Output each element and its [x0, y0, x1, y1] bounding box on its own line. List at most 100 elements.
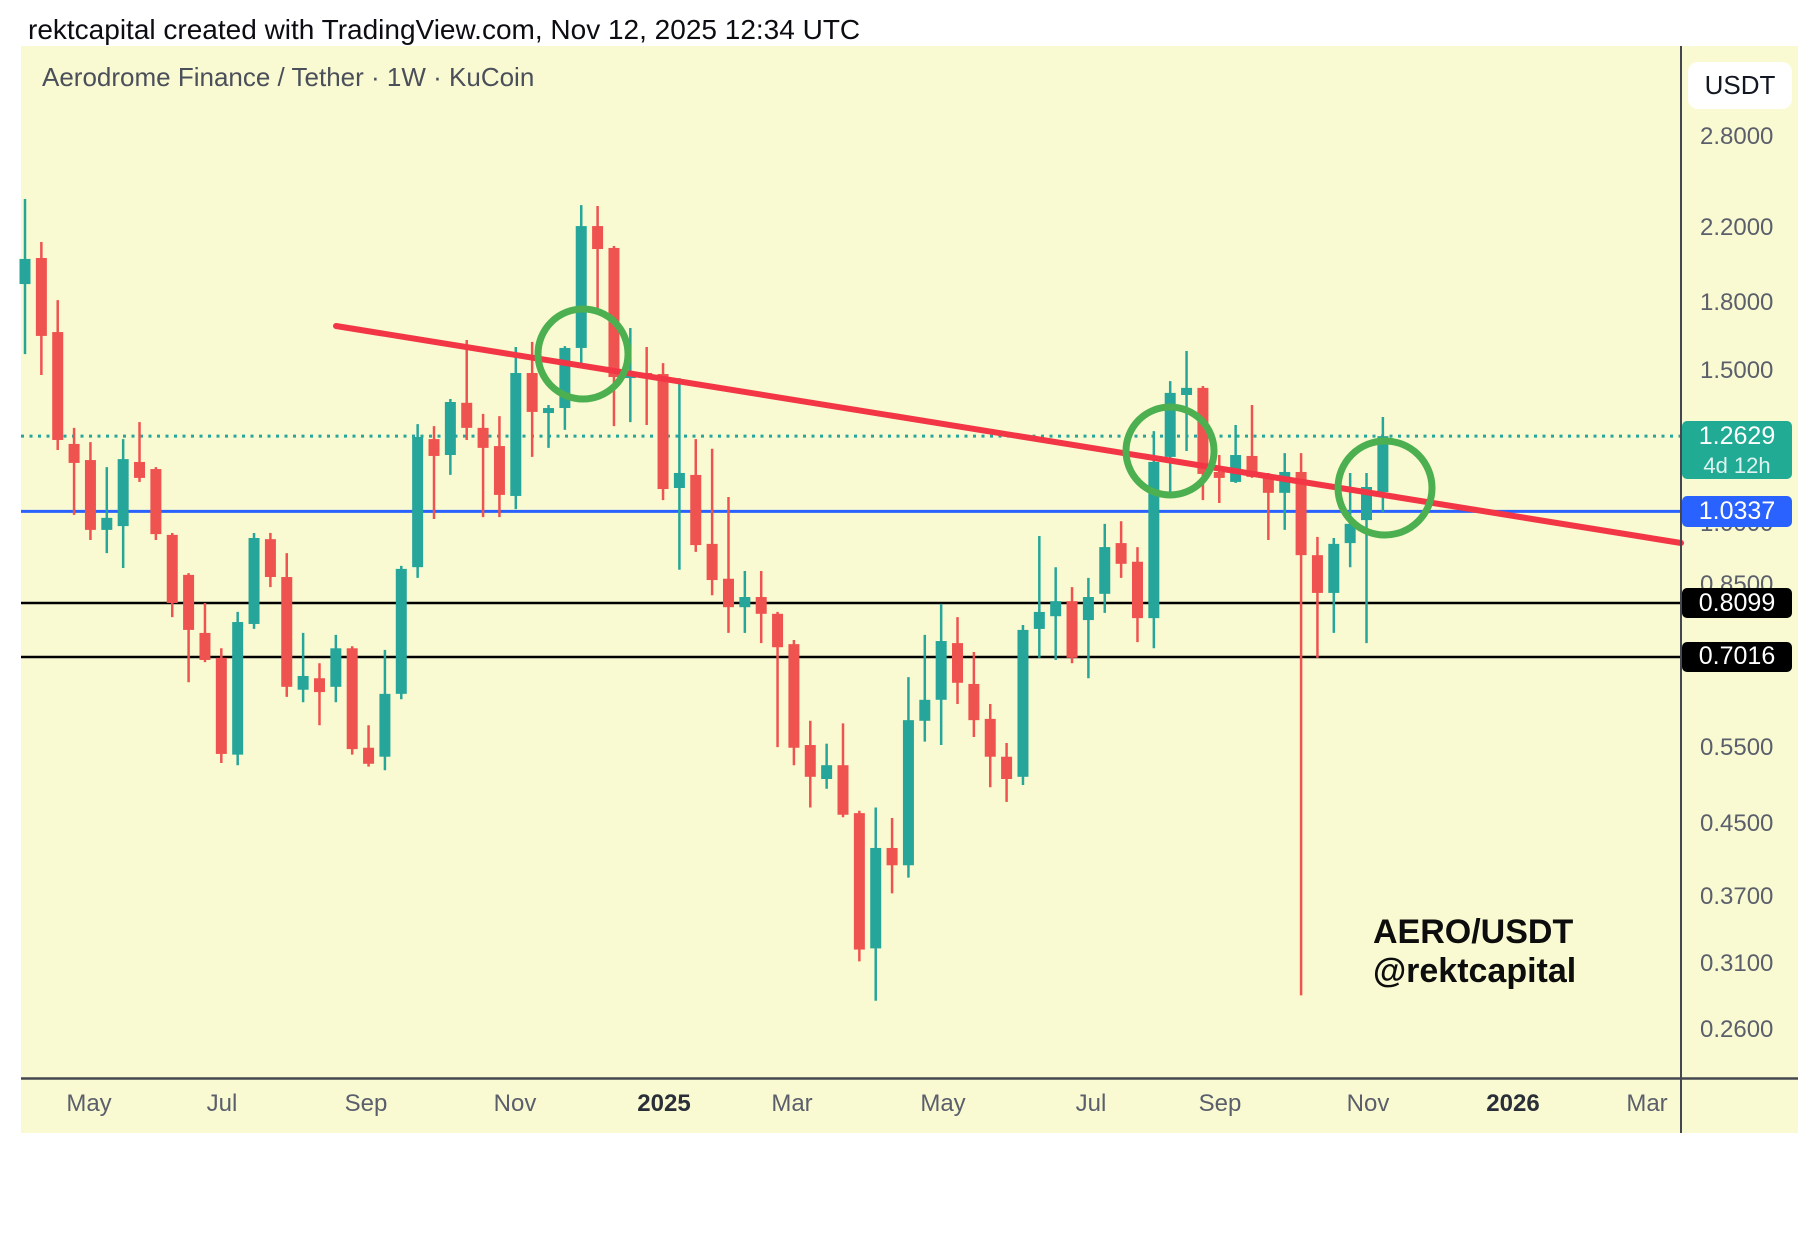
watermark: AERO/USDT @rektcapital — [1373, 913, 1576, 991]
candle-body — [1033, 611, 1045, 629]
candle-body — [919, 699, 931, 721]
candle-body — [968, 683, 980, 721]
candle-body — [1328, 543, 1340, 593]
highlight-circle-1[interactable] — [534, 305, 632, 403]
time-tick-May: May — [920, 1090, 966, 1117]
candle-body — [428, 439, 440, 456]
time-tick-Jul: Jul — [206, 1090, 238, 1117]
candle-body — [902, 720, 914, 866]
candle-body — [739, 597, 751, 608]
highlight-circle-3[interactable] — [1334, 437, 1436, 539]
candle-body — [264, 539, 276, 578]
price-badge-1.2629: 1.2629 4d 12h — [1682, 421, 1792, 480]
candle-body — [1361, 486, 1373, 521]
candle-body — [772, 613, 784, 648]
candle-body — [199, 632, 211, 660]
candle-body — [1017, 629, 1029, 777]
candle-body — [1164, 392, 1176, 457]
candle-body — [444, 402, 456, 456]
candle-body — [379, 693, 391, 757]
price-tick-1.5000: 1.5000 — [1700, 357, 1774, 385]
candle-body — [134, 461, 146, 478]
candle-body — [510, 373, 522, 496]
candle-body — [1246, 455, 1258, 477]
symbol-title: Aerodrome Finance / Tether · 1W · KuCoin — [42, 62, 535, 92]
time-tick-Mar: Mar — [771, 1090, 813, 1117]
candle-body — [395, 568, 407, 694]
footer: TradingView — [0, 1160, 500, 1230]
price-badge-0.8099: 0.8099 — [1682, 588, 1792, 619]
candle-body — [592, 226, 604, 250]
candle-body — [706, 543, 718, 581]
price-badge-0.7016: 0.7016 — [1682, 641, 1792, 672]
candle-body — [1148, 461, 1160, 619]
downtrend-line[interactable] — [333, 323, 1684, 546]
time-tick-Nov: Nov — [493, 1090, 537, 1117]
candle-body — [1115, 543, 1127, 564]
candle-body — [755, 597, 767, 614]
candle-body — [35, 258, 47, 336]
price-badge-1.0337: 1.0337 — [1682, 496, 1792, 528]
candle-body — [1001, 756, 1013, 780]
candle-body — [657, 374, 669, 490]
candle-body — [412, 436, 424, 568]
highlight-circle-2[interactable] — [1122, 403, 1218, 499]
candle-body — [1311, 555, 1323, 593]
time-tick-Sep: Sep — [344, 1090, 388, 1117]
price-tick-0.3100: 0.3100 — [1700, 949, 1774, 977]
candle-body — [1279, 471, 1291, 493]
candle-body — [837, 765, 849, 815]
candle-body — [788, 644, 800, 748]
chart-background — [21, 46, 1798, 1133]
candle-body — [232, 622, 244, 755]
candle-body — [52, 332, 64, 440]
candle-body — [608, 247, 620, 378]
candle-body — [215, 657, 227, 754]
candle-body — [166, 534, 178, 603]
candle-body — [1377, 436, 1389, 493]
candle-body — [1082, 597, 1094, 621]
candle-body — [1295, 471, 1307, 556]
candle-body — [526, 373, 538, 412]
price-tick-0.3700: 0.3700 — [1700, 883, 1774, 911]
candle-body — [281, 577, 293, 687]
candle-body — [984, 718, 996, 757]
credit-line: rektcapital created with TradingView.com… — [28, 14, 861, 45]
candle-body — [952, 643, 964, 683]
candle-body — [870, 847, 882, 949]
candle-body — [559, 347, 571, 409]
candle-body — [330, 648, 342, 687]
candle-body — [935, 641, 947, 700]
watermark-handle: @rektcapital — [1373, 952, 1577, 990]
candle-body — [575, 226, 587, 348]
candle-body — [1181, 387, 1193, 396]
candle-body — [853, 813, 865, 950]
time-tick-Nov: Nov — [1346, 1090, 1390, 1117]
currency-pill[interactable]: USDT — [1688, 62, 1792, 109]
candle-body — [101, 517, 113, 530]
candle-body — [821, 765, 833, 780]
candle-body — [84, 460, 96, 530]
candle-body — [804, 745, 816, 777]
candle-body — [493, 446, 505, 495]
candle-body — [461, 402, 473, 428]
candle-body — [19, 258, 31, 285]
candle-body — [543, 408, 555, 414]
candle-body — [690, 474, 702, 546]
candle-body — [68, 443, 80, 463]
candle-body — [1099, 547, 1111, 594]
candle-body — [1344, 523, 1356, 544]
candle-body — [886, 847, 898, 866]
candle-body — [1213, 471, 1225, 478]
price-tick-0.2600: 0.2600 — [1700, 1015, 1774, 1043]
watermark-symbol: AERO/USDT — [1373, 913, 1574, 951]
candle-body — [1131, 561, 1143, 619]
candle-body — [297, 675, 309, 690]
time-tick-May: May — [66, 1090, 112, 1117]
candle-body — [248, 537, 260, 624]
candle-body — [346, 648, 358, 750]
candle-body — [117, 459, 129, 527]
candle-body — [477, 427, 489, 448]
